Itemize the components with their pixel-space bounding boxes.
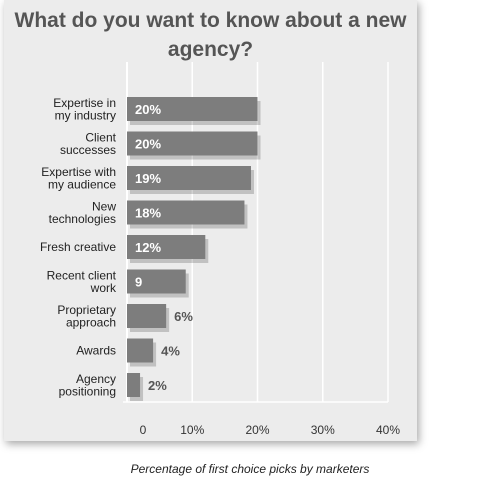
category-label-line: Client xyxy=(85,130,116,144)
category-label-line: my audience xyxy=(48,177,116,191)
category-label-line: Fresh creative xyxy=(40,240,116,254)
category-label: New technologies xyxy=(49,199,117,226)
category-label: Agency positioning xyxy=(59,372,116,399)
bar xyxy=(127,235,206,259)
category-label: Client successes xyxy=(60,130,117,157)
category-label-line: my industry xyxy=(55,108,116,122)
category-label: Recent client work xyxy=(47,268,117,295)
category-label: Proprietary approach xyxy=(57,303,116,330)
bar xyxy=(127,304,167,328)
data-label: 20% xyxy=(135,137,161,152)
x-tick-label: 40% xyxy=(376,423,400,437)
data-label: 12% xyxy=(135,240,161,255)
chart-caption: Percentage of first choice picks by mark… xyxy=(130,462,370,476)
bar xyxy=(127,338,154,363)
bar xyxy=(127,166,251,190)
data-label: 19% xyxy=(135,171,161,186)
category-label-line: positioning xyxy=(59,384,116,398)
category-label-line: successes xyxy=(60,143,116,157)
category-label-line: Expertise with xyxy=(41,165,116,179)
bar xyxy=(127,131,258,156)
x-tick-label: 0 xyxy=(140,423,147,437)
category-label-line: Recent client xyxy=(47,268,117,282)
category-label: Fresh creative xyxy=(40,240,116,254)
bar xyxy=(127,373,141,397)
data-label: 18% xyxy=(135,206,161,221)
data-label: 2% xyxy=(148,378,167,393)
x-tick-label: 10% xyxy=(180,423,204,437)
category-label-line: Agency xyxy=(76,372,116,386)
data-label: 4% xyxy=(161,344,180,359)
category-label-line: approach xyxy=(66,315,116,329)
chart-title: What do you want to know about a new age… xyxy=(14,9,407,61)
category-label-line: Awards xyxy=(76,344,116,358)
data-label: 6% xyxy=(174,309,193,324)
bar xyxy=(127,200,245,225)
category-label-line: Expertise in xyxy=(53,96,116,110)
category-label-line: Proprietary xyxy=(57,303,116,317)
x-tick-label: 20% xyxy=(245,423,269,437)
category-label-line: New xyxy=(92,199,116,213)
x-tick-label: 30% xyxy=(311,423,335,437)
bar xyxy=(127,97,258,121)
category-label: Expertise in my industry xyxy=(53,96,116,123)
category-label-line: technologies xyxy=(49,212,116,226)
category-label: Awards xyxy=(76,344,116,358)
bar xyxy=(127,269,186,294)
category-label-line: work xyxy=(90,281,117,295)
category-label: Expertise with my audience xyxy=(41,165,116,192)
data-label: 20% xyxy=(135,102,161,117)
data-label: 9 xyxy=(135,275,142,290)
